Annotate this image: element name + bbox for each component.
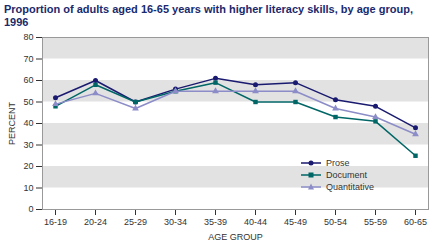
svg-text:25-29: 25-29 (124, 217, 147, 227)
svg-text:40: 40 (23, 118, 33, 128)
svg-text:AGE GROUP: AGE GROUP (208, 232, 263, 242)
svg-text:16-19: 16-19 (44, 217, 67, 227)
svg-text:PERCENT: PERCENT (7, 102, 17, 146)
html-text:Proportion of adults aged 16-6: Proportion of adults aged 16-65 years wi… (4, 3, 413, 28)
svg-text:80: 80 (23, 32, 33, 42)
svg-text:35-39: 35-39 (204, 217, 227, 227)
html-text:Quantitative: Quantitative (326, 182, 374, 192)
svg-text:30: 30 (23, 140, 33, 150)
html-text:Prose: Prose (326, 158, 350, 168)
svg-text:50-54: 50-54 (324, 217, 347, 227)
svg-text:60: 60 (23, 75, 33, 85)
html-text:Document: Document (326, 170, 367, 180)
svg-text:45-49: 45-49 (284, 217, 307, 227)
svg-text:10: 10 (23, 183, 33, 193)
svg-text:60-65: 60-65 (404, 217, 427, 227)
svg-text:20: 20 (23, 161, 33, 171)
svg-text:0: 0 (28, 204, 33, 214)
svg-text:30-34: 30-34 (164, 217, 187, 227)
svg-text:20-24: 20-24 (84, 217, 107, 227)
svg-text:40-44: 40-44 (244, 217, 267, 227)
svg-text:55-59: 55-59 (364, 217, 387, 227)
svg-text:70: 70 (23, 54, 33, 64)
svg-text:50: 50 (23, 97, 33, 107)
